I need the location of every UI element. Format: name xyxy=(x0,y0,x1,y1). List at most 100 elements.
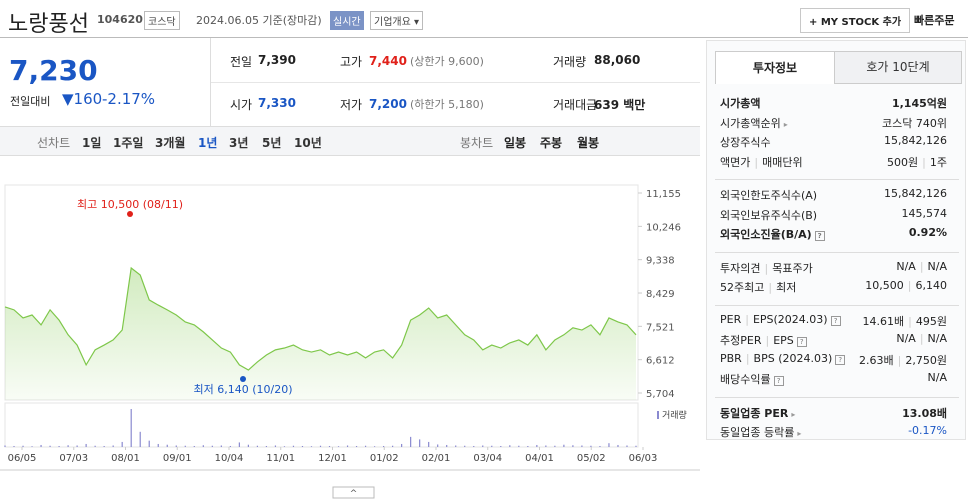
period-tab[interactable]: 1년 xyxy=(198,136,218,150)
period-tab[interactable]: 5년 xyxy=(262,136,282,150)
info-panel: 투자정보 호가 10단계 시가총액 1,145억원 시가총액순위 ▸ 코스닥 740위 상장주… xyxy=(706,40,966,440)
stock-code: 104620 xyxy=(97,13,143,26)
volume-bar xyxy=(337,446,340,447)
company-info[interactable]: 기업개요 ▾ xyxy=(370,11,424,30)
period-tab[interactable]: 1일 xyxy=(82,136,102,150)
volume-bar xyxy=(67,445,69,447)
x-tick-label: 02/01 xyxy=(422,453,451,464)
info-tab[interactable]: 투자정보 xyxy=(715,51,835,84)
collapse-icon: ^ xyxy=(350,489,358,499)
quick-order[interactable]: 빠른주문 xyxy=(914,14,955,27)
info-value: 500원 | 1주 xyxy=(887,154,947,170)
info-tab[interactable]: 호가 10단계 xyxy=(834,51,962,84)
price: 7,230 xyxy=(9,54,98,87)
stat-label: 전일 xyxy=(230,55,253,69)
volume-bar xyxy=(446,444,448,447)
volume-bar xyxy=(148,440,150,447)
info-label: PER | EPS(2024.03)? xyxy=(720,313,841,326)
volume-bar xyxy=(103,445,105,447)
candle-tab[interactable]: 일봉 xyxy=(504,136,527,150)
high-label: 최고 10,500 (08/11) xyxy=(77,198,183,211)
volume-bar xyxy=(392,445,394,447)
y-tick-label: 11,155 xyxy=(646,189,681,200)
stat-value: 7,330 xyxy=(258,96,296,110)
stat-label: 고가 xyxy=(340,55,363,69)
realtime-badge[interactable]: 실시간 xyxy=(330,11,364,30)
stat-value: 7,200 (하한가 5,180) xyxy=(369,96,484,112)
divider xyxy=(0,37,968,38)
info-value: -0.17% xyxy=(908,424,947,437)
separator: | xyxy=(907,279,912,292)
value-text: 6,140 xyxy=(915,279,948,292)
separator: | xyxy=(745,312,749,326)
period-tab[interactable]: 3년 xyxy=(229,136,249,150)
volume-bar xyxy=(509,445,511,447)
y-tick-label: 7,521 xyxy=(646,322,675,333)
help-icon: ? xyxy=(796,337,807,347)
company-info-text: 기업개요 xyxy=(374,17,411,28)
price-line xyxy=(4,266,637,371)
volume-bar xyxy=(545,445,547,447)
volume-bar xyxy=(265,445,268,447)
candle-tab[interactable]: 월봉 xyxy=(577,136,600,150)
divider xyxy=(715,251,959,253)
volume-bar xyxy=(130,409,132,447)
help-icon: ? xyxy=(814,231,825,241)
info-value: 15,842,126 xyxy=(884,187,947,200)
period-tab[interactable]: 1주일 xyxy=(113,136,144,150)
volume-bar xyxy=(373,446,376,447)
volume-bar xyxy=(464,445,466,447)
value-text: 15,842,126 xyxy=(884,187,947,200)
divider xyxy=(211,82,700,83)
info-value: 13.08배 xyxy=(902,405,947,421)
my-stock-button[interactable]: + MY STOCK 추가 xyxy=(800,8,911,33)
value-text: 15,842,126 xyxy=(884,134,947,147)
volume-bar xyxy=(202,445,204,447)
x-tick-label: 06/05 xyxy=(8,453,37,464)
candle-tab[interactable]: 주봉 xyxy=(540,136,563,150)
label-text: PBR xyxy=(720,351,742,365)
volume-bar xyxy=(419,439,421,447)
volume-legend xyxy=(657,411,659,419)
info-label: 추정PER | EPS? xyxy=(720,332,807,348)
volume-bar xyxy=(428,441,430,447)
label-text: 동일업종 등락률 xyxy=(720,426,795,439)
x-tick-label: 06/03 xyxy=(629,453,658,464)
divider xyxy=(715,179,959,180)
value-text: N/A xyxy=(896,332,916,345)
volume-bar xyxy=(410,436,412,447)
value-text: 500원 xyxy=(887,155,919,169)
stat-number: 7,440 xyxy=(369,54,407,68)
volume-bar xyxy=(247,444,249,447)
label-text: BPS (2024.03) xyxy=(753,351,833,365)
x-tick-label: 09/01 xyxy=(163,453,192,464)
separator: | xyxy=(922,155,926,169)
volume-bar xyxy=(94,445,96,447)
low-label: 최저 6,140 (10/20) xyxy=(193,383,292,396)
info-value: 10,500 | 6,140 xyxy=(865,279,947,292)
volume-bar xyxy=(193,445,195,447)
separator: | xyxy=(897,353,902,367)
volume-bar xyxy=(31,446,33,447)
x-tick-label: 01/02 xyxy=(370,453,399,464)
volume-bar xyxy=(238,442,240,447)
volume-bar xyxy=(85,443,87,447)
collapse-button[interactable] xyxy=(332,486,375,499)
period-tab[interactable]: 10년 xyxy=(294,136,322,150)
volume-bar xyxy=(292,445,295,447)
stat-number: 639 백만 xyxy=(594,98,646,112)
label-text: 외국인한도주식수(A) xyxy=(720,189,818,202)
value-text: -0.17% xyxy=(908,424,947,437)
period-tab[interactable]: 3개월 xyxy=(155,136,186,150)
volume-bar xyxy=(13,445,15,447)
info-value: 2.63배 | 2,750원 xyxy=(859,352,947,368)
separator: | xyxy=(765,334,770,347)
x-tick-label: 11/01 xyxy=(266,453,295,464)
info-label: PBR | BPS (2024.03)? xyxy=(720,351,846,365)
volume-bar xyxy=(166,444,168,447)
value-text: 14.61배 xyxy=(862,314,905,328)
volume-bar xyxy=(608,443,610,447)
high-dot xyxy=(127,211,133,217)
stat-number: 7,200 xyxy=(369,97,407,111)
x-tick-label: 10/04 xyxy=(215,453,244,464)
